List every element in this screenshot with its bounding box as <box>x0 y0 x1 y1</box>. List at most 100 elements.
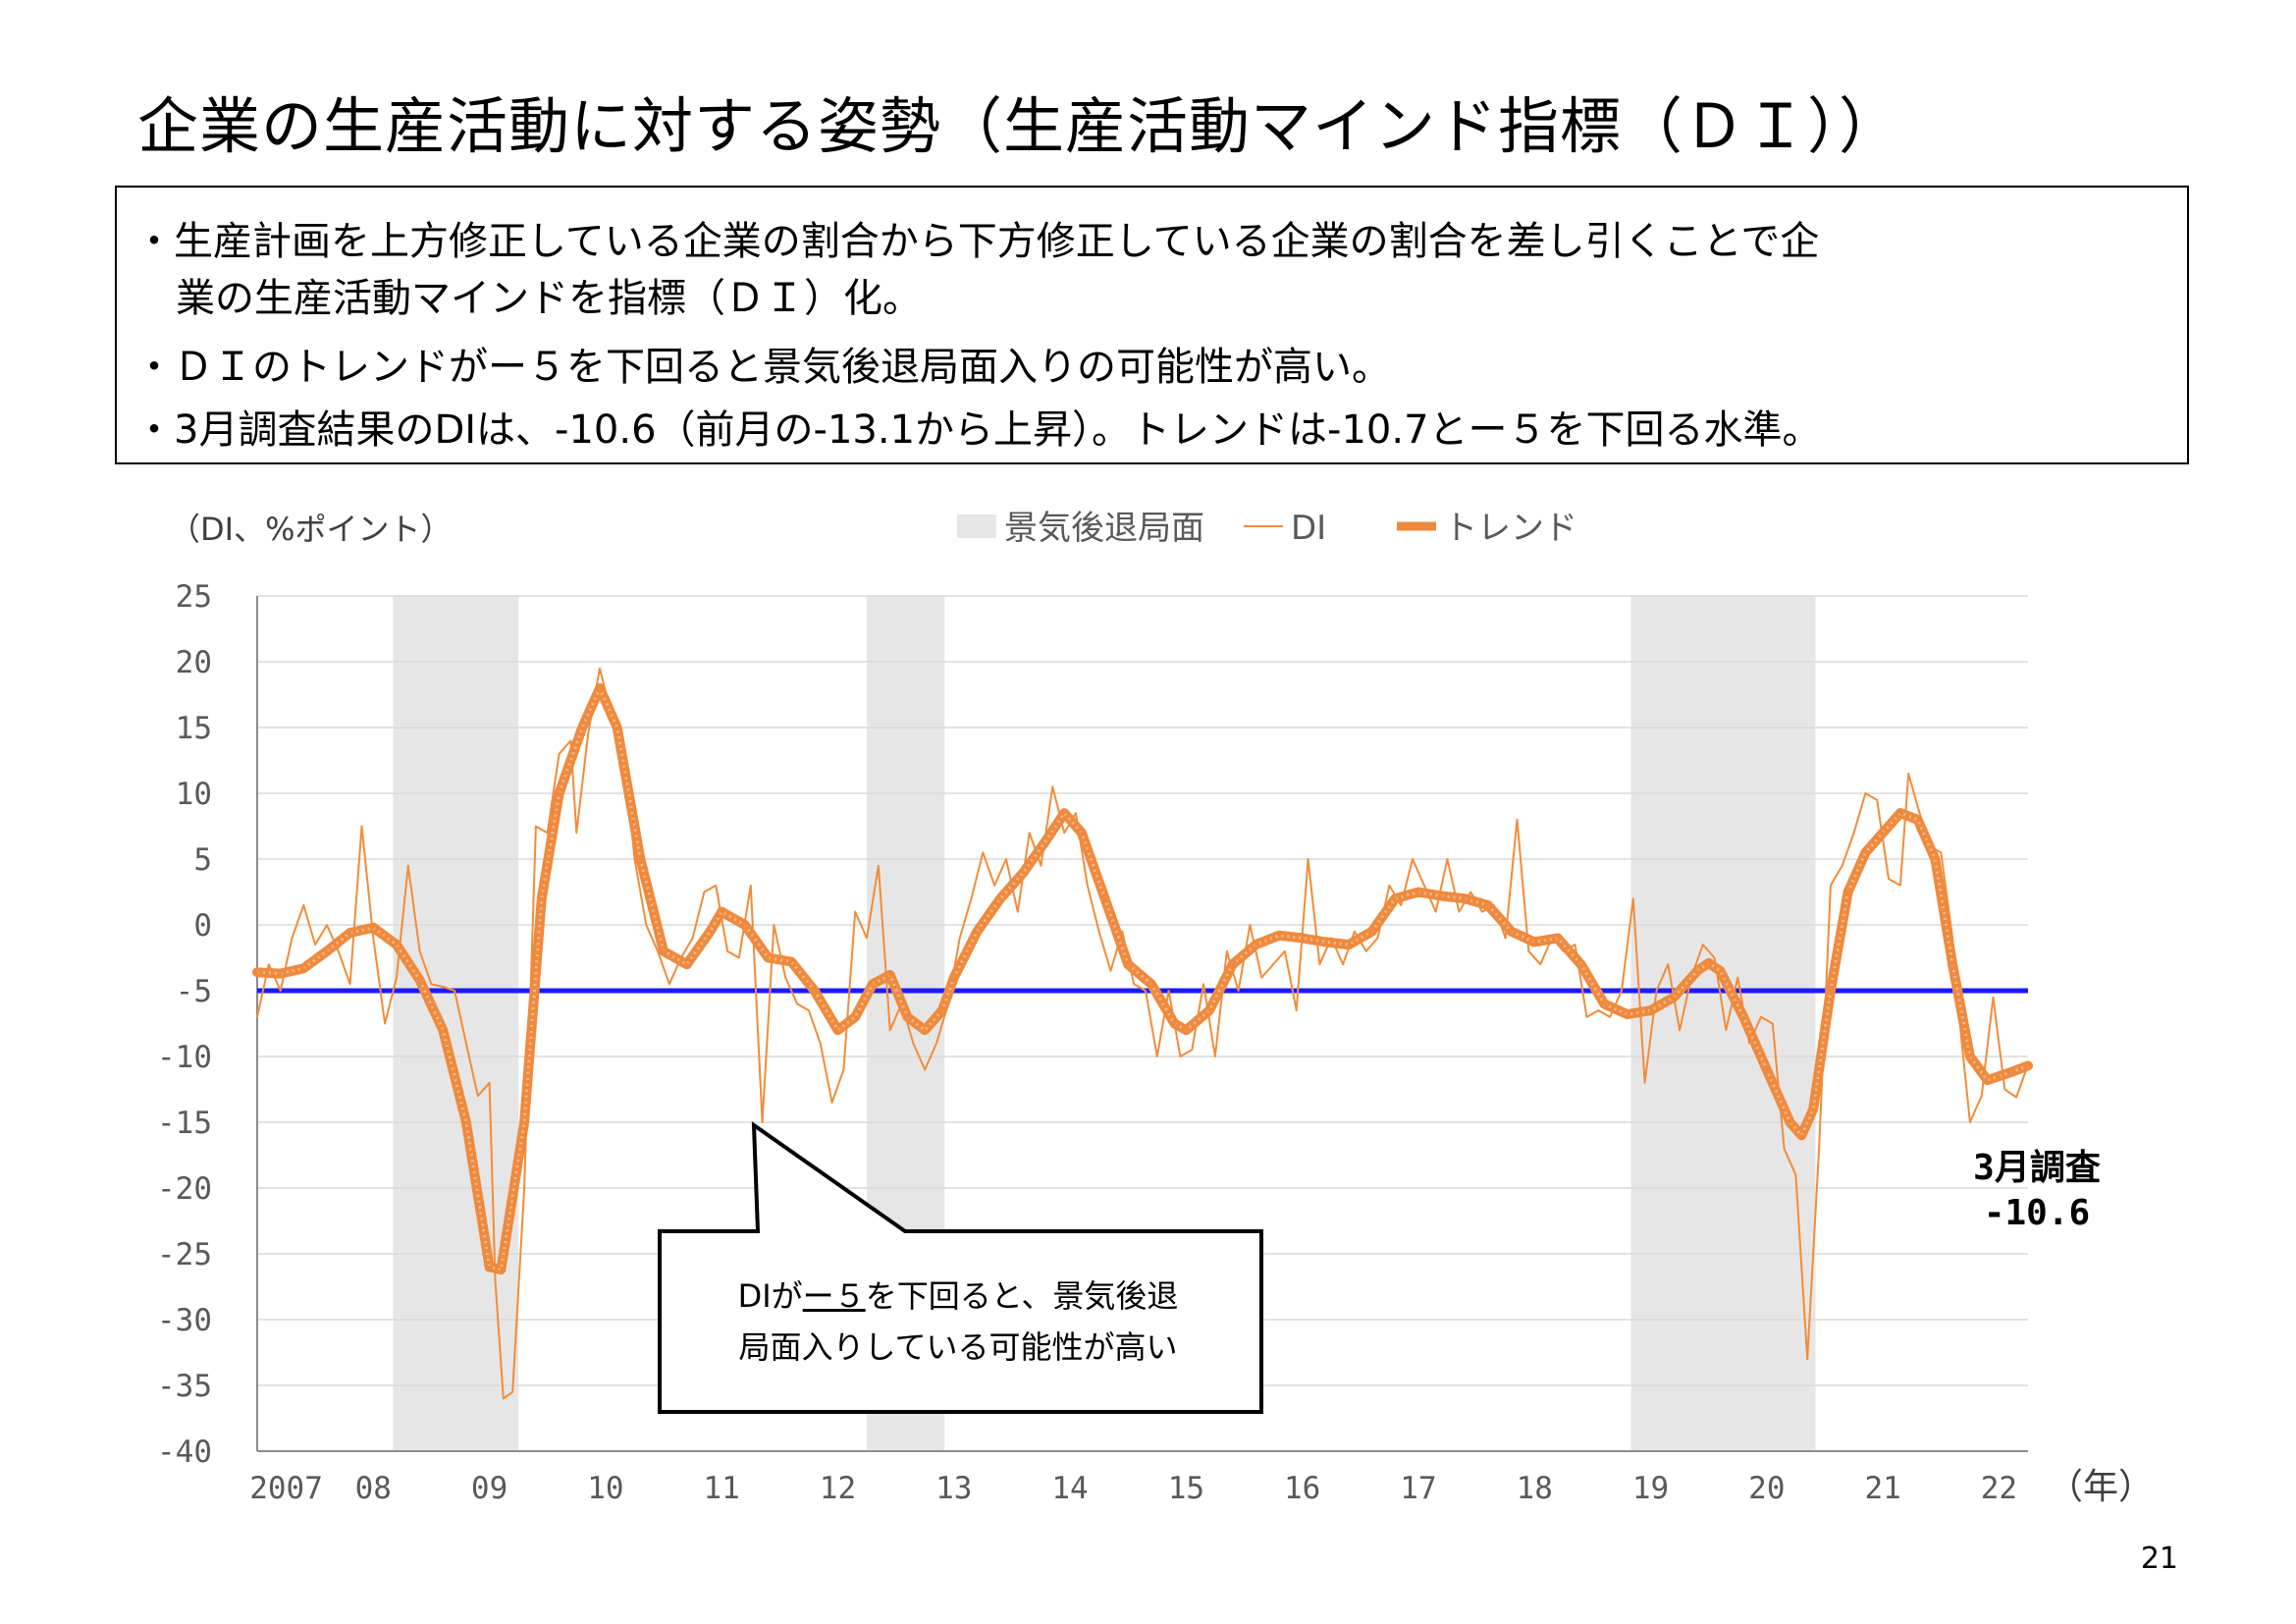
di-point <box>535 825 537 828</box>
trend-point <box>1881 831 1885 835</box>
trend-point <box>940 1008 944 1012</box>
trend-point <box>1602 1001 1606 1005</box>
trend-point <box>1103 896 1107 900</box>
di-line <box>256 667 2029 1400</box>
callout-suffix: を下回ると、景気後退 <box>865 1277 1179 1315</box>
di-point <box>338 950 340 952</box>
x-tick-label: 15 <box>1168 1471 1204 1506</box>
di-point <box>314 944 316 946</box>
di-point <box>878 864 880 867</box>
trend-point <box>1707 961 1711 965</box>
di-point <box>1969 1121 1971 1123</box>
di-point <box>1794 1173 1797 1176</box>
di-point <box>1354 930 1356 933</box>
trend-point <box>615 726 619 730</box>
di-point <box>1017 910 1019 913</box>
di-point <box>1155 1056 1158 1057</box>
x-tick-label: 12 <box>820 1471 856 1506</box>
di-point <box>982 851 985 854</box>
di-point <box>703 891 706 893</box>
di-point <box>1051 785 1054 788</box>
trend-point <box>1863 850 1867 854</box>
trend-point <box>1986 1078 1990 1082</box>
di-point <box>773 924 775 926</box>
x-tick-label: 08 <box>355 1471 392 1506</box>
page-title: 企業の生産活動に対する姿勢（生産活動マインド指標（ＤＩ）） <box>137 90 1901 162</box>
latest-annotation: 3月調査 -10.6 <box>1909 1146 2164 1236</box>
di-point <box>958 937 961 940</box>
trend-point <box>558 791 561 795</box>
di-point <box>1701 944 1704 946</box>
y-tick-label: -10 <box>157 1040 212 1075</box>
di-point <box>454 990 455 992</box>
di-point <box>599 667 601 670</box>
legend: 景気後退局面 DI トレンド <box>957 509 1577 548</box>
trend-point <box>708 930 712 934</box>
x-tick-label: 20 <box>1748 1471 1785 1506</box>
y-tick-label: -25 <box>157 1237 212 1272</box>
di-point <box>1087 885 1089 887</box>
di-point <box>1364 950 1367 952</box>
di-point <box>418 950 421 952</box>
trend-point <box>1950 962 1954 966</box>
di-point <box>1423 885 1425 887</box>
di-point <box>488 1082 491 1084</box>
trend-point <box>1556 936 1560 940</box>
di-point <box>645 924 648 926</box>
trend-point <box>1440 894 1444 898</box>
trend-point <box>871 982 875 986</box>
di-point <box>465 1042 467 1045</box>
y-tick-label: 10 <box>176 777 212 812</box>
trend-point <box>888 973 892 977</box>
trend-point <box>1022 870 1026 874</box>
trend-point <box>1510 930 1514 934</box>
trend-point <box>395 943 399 947</box>
y-tick-label: -20 <box>157 1171 212 1207</box>
di-point <box>1818 1148 1820 1150</box>
x-axis-label: （年） <box>2048 1467 2154 1507</box>
trend-point <box>853 1015 857 1019</box>
x-tick-label: 11 <box>704 1471 740 1506</box>
trend-point <box>598 686 602 690</box>
di-point <box>360 825 363 828</box>
trend-point <box>499 1268 503 1272</box>
trend-point <box>1486 903 1490 907</box>
di-point <box>302 904 305 906</box>
x-tick-label: 19 <box>1632 1471 1669 1506</box>
di-point <box>1260 976 1263 979</box>
bullet-2: ・ＤＩのトレンドがー５を下回ると景気後退局面入りの可能性が高い。 <box>134 345 1391 390</box>
trend-point <box>743 923 747 927</box>
legend-label: 景気後退局面 <box>1004 509 1204 548</box>
di-point <box>761 1121 764 1123</box>
recession-band-3 <box>1630 596 1816 1451</box>
trend-point <box>1173 1022 1177 1025</box>
di-point <box>715 885 718 887</box>
di-point <box>396 976 398 979</box>
bullet-3: ・3月調査結果のDIは、-10.6（前月の-13.1から上昇）。トレンドは-10… <box>134 407 1822 453</box>
di-point <box>1063 832 1065 834</box>
trend-point <box>1277 934 1281 938</box>
bullet-1-line-2: 業の生産活動マインドを指標（ＤＩ）化。 <box>176 276 922 321</box>
trend-point <box>1323 940 1327 944</box>
trend-point <box>301 966 305 970</box>
di-point <box>691 937 694 940</box>
di-point <box>1342 963 1344 965</box>
trend-point <box>1370 930 1374 934</box>
trend-point <box>580 726 584 730</box>
page-number: 21 <box>2140 1542 2178 1576</box>
di-point <box>1376 937 1379 940</box>
x-tick-label: 18 <box>1517 1471 1553 1506</box>
di-point <box>970 897 973 899</box>
di-point <box>1907 773 1909 775</box>
di-point <box>1992 996 1995 999</box>
trend-point <box>1463 896 1467 900</box>
trend-point <box>1231 962 1235 966</box>
di-point <box>1916 805 1919 808</box>
x-tick-label: 16 <box>1284 1471 1320 1506</box>
trend-point <box>1126 962 1130 966</box>
di-point <box>1888 878 1890 880</box>
trend-point <box>720 910 723 914</box>
recession-band-1 <box>393 596 519 1451</box>
di-point <box>1771 1022 1774 1025</box>
di-point <box>1679 1029 1681 1031</box>
